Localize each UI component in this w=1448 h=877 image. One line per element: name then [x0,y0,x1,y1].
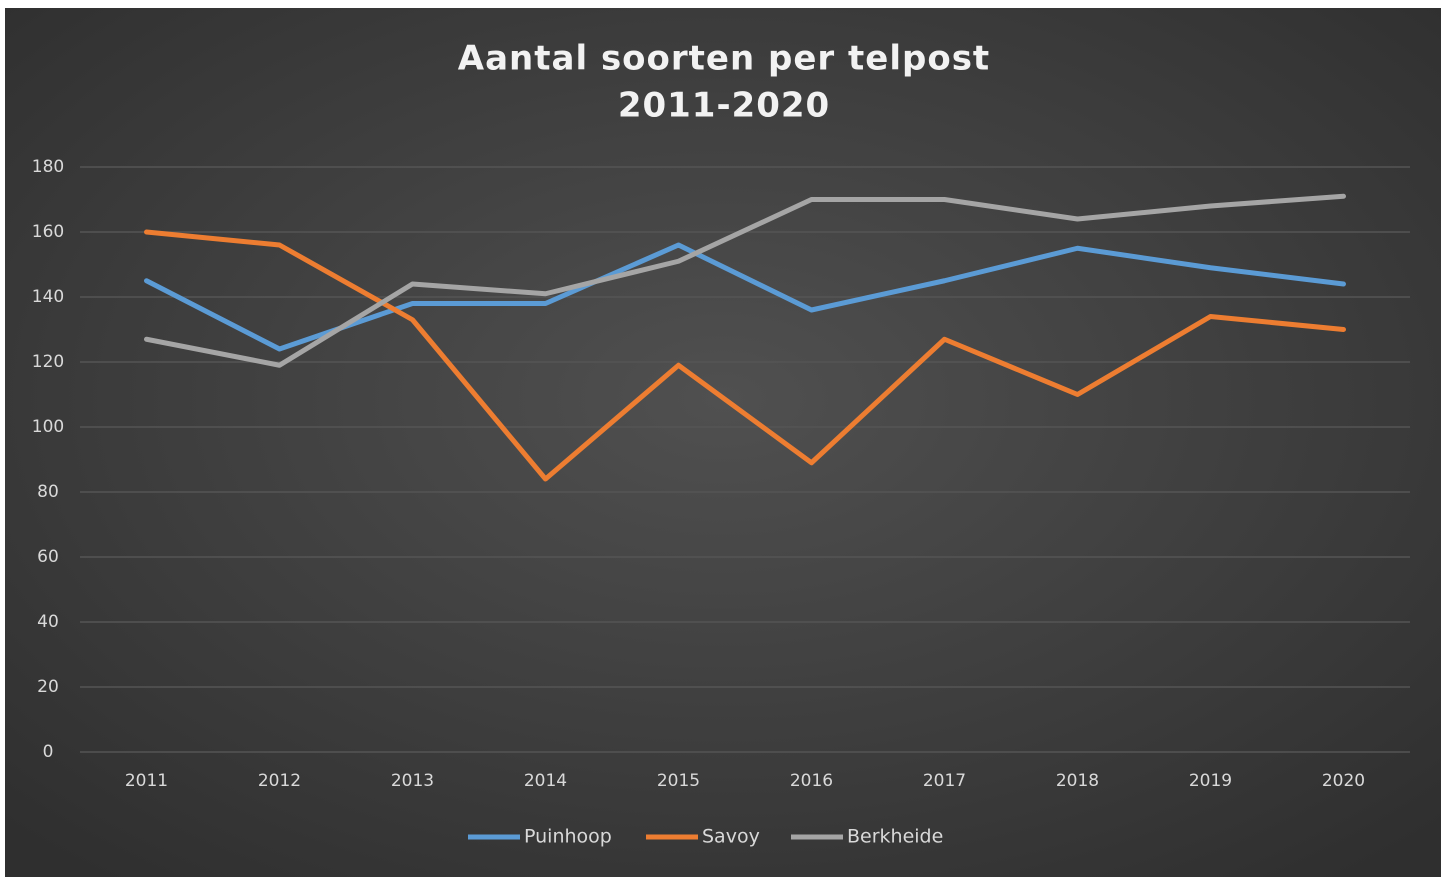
y-tick-label: 0 [43,742,54,762]
chart-title: 2011-2020 [618,86,830,126]
x-tick-label: 2015 [657,771,700,791]
y-tick-label: 120 [32,352,64,372]
y-tick-label: 140 [32,287,64,307]
x-tick-label: 2020 [1322,771,1365,791]
data-line [144,193,1346,368]
y-tick-label: 40 [37,612,59,632]
legend-label: Berkheide [847,826,943,848]
x-tick-label: 2018 [1056,771,1099,791]
x-tick-label: 2012 [258,771,301,791]
chart-background [5,8,1441,877]
y-tick-label: 60 [37,547,59,567]
x-tick-label: 2014 [524,771,567,791]
x-tick-label: 2011 [125,771,168,791]
x-tick-label: 2019 [1189,771,1232,791]
data-line [144,229,1346,482]
x-tick-label: 2016 [790,771,833,791]
x-tick-label: 2017 [923,771,966,791]
y-tick-label: 100 [32,417,64,437]
legend-label: Savoy [702,826,760,848]
legend-label: Puinhoop [524,826,612,848]
y-tick-label: 180 [32,157,64,177]
y-tick-label: 160 [32,222,64,242]
x-tick-label: 2013 [391,771,434,791]
y-tick-label: 20 [37,677,59,697]
y-tick-label: 80 [37,482,59,502]
chart-title: Aantal soorten per telpost [458,39,990,79]
